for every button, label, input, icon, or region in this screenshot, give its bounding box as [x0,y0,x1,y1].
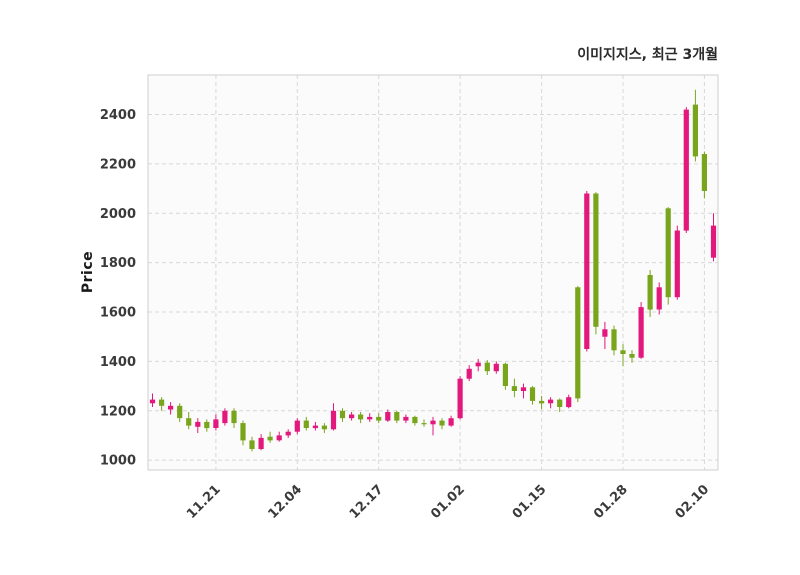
svg-text:1000: 1000 [100,454,136,469]
svg-text:2400: 2400 [100,108,136,123]
svg-text:1400: 1400 [100,355,136,370]
svg-text:12.17: 12.17 [347,482,387,522]
svg-text:2200: 2200 [100,157,136,172]
svg-text:1800: 1800 [100,256,136,271]
svg-text:01.28: 01.28 [591,482,631,522]
svg-text:12.04: 12.04 [265,482,305,522]
svg-text:02.10: 02.10 [673,482,713,522]
svg-text:01.02: 01.02 [428,482,468,522]
svg-text:1200: 1200 [100,404,136,419]
chart-title: 이미지지스, 최근 3개월 [577,47,718,63]
svg-text:1600: 1600 [100,306,136,321]
svg-text:01.15: 01.15 [510,482,550,522]
svg-text:11.21: 11.21 [184,482,224,522]
svg-text:2000: 2000 [100,207,136,222]
